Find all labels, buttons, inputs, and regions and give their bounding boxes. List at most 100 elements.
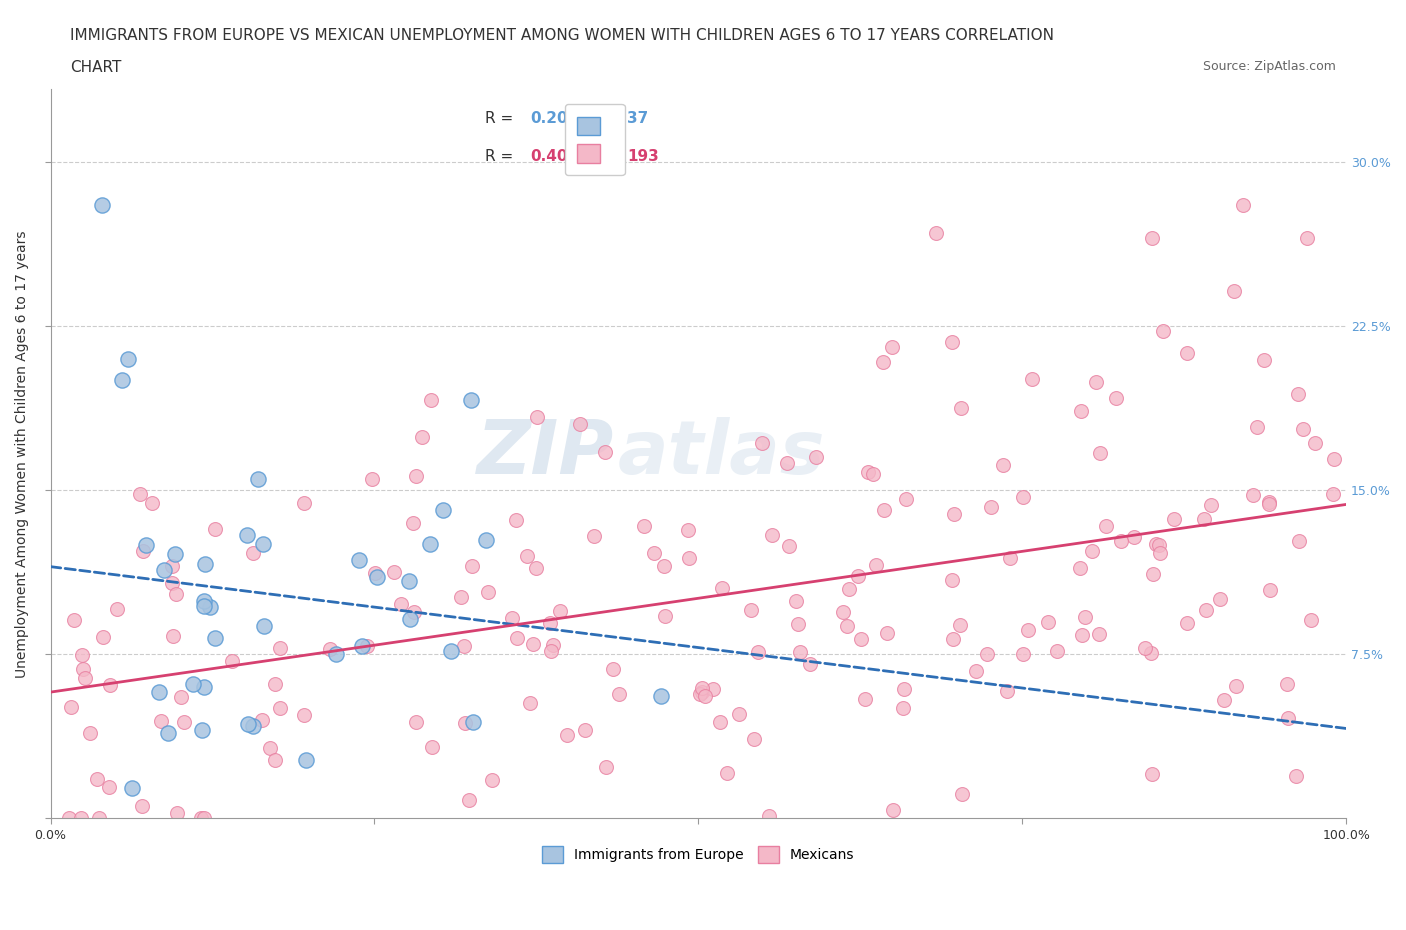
Point (728, 706, 751, 721)
Point (1260, 583, 1282, 598)
Point (855, 691, 877, 706)
Point (976, 647, 998, 662)
Point (543, 637, 565, 652)
Point (894, 492, 917, 507)
Point (453, 639, 475, 654)
Point (1140, 231, 1163, 246)
Point (1105, 391, 1128, 405)
Point (107, 602, 129, 617)
Text: 193: 193 (627, 149, 659, 164)
Point (1223, 284, 1246, 299)
Point (747, 644, 769, 659)
Point (893, 681, 915, 696)
Point (295, 753, 318, 768)
Text: 0.409: 0.409 (530, 149, 578, 164)
Point (193, 599, 215, 614)
Point (461, 558, 484, 573)
Point (522, 637, 544, 652)
Point (58, 811, 80, 826)
Point (1277, 711, 1299, 725)
Point (1045, 644, 1067, 658)
Point (1322, 486, 1344, 501)
Point (1017, 623, 1039, 638)
Point (141, 495, 163, 510)
Point (538, 616, 561, 631)
Point (398, 574, 420, 589)
Point (776, 456, 799, 471)
Point (751, 435, 773, 450)
Point (204, 631, 226, 645)
Point (91, 198, 114, 213)
Point (250, 712, 273, 727)
Point (1301, 613, 1323, 628)
Legend: Immigrants from Europe, Mexicans: Immigrants from Europe, Mexicans (536, 839, 862, 870)
Point (450, 590, 472, 604)
Point (162, 629, 184, 644)
Point (135, 538, 157, 552)
Point (1257, 497, 1279, 512)
Point (1241, 487, 1264, 502)
Point (1225, 679, 1247, 694)
Point (1122, 530, 1144, 545)
Point (832, 604, 855, 619)
Point (1080, 544, 1102, 559)
Point (404, 604, 426, 619)
Point (399, 612, 422, 627)
Point (1258, 494, 1281, 509)
Point (1177, 616, 1199, 631)
Point (1152, 324, 1174, 339)
Point (356, 639, 378, 654)
Text: atlas: atlas (619, 418, 825, 490)
Point (170, 689, 193, 704)
Point (569, 417, 592, 432)
Point (758, 809, 780, 824)
Point (325, 646, 347, 661)
Point (98, 779, 121, 794)
Point (574, 723, 596, 737)
Point (440, 644, 463, 658)
Point (882, 803, 904, 817)
Text: N =: N = (586, 111, 620, 126)
Point (740, 603, 762, 618)
Point (778, 538, 800, 553)
Point (411, 429, 433, 444)
Y-axis label: Unemployment Among Women with Children Ages 6 to 17 years: Unemployment Among Women with Children A… (15, 230, 30, 678)
Point (1288, 534, 1310, 549)
Point (595, 760, 617, 775)
Point (676, 522, 699, 537)
Point (1000, 551, 1022, 565)
Text: N =: N = (586, 149, 620, 164)
Point (711, 580, 734, 595)
Point (695, 688, 717, 703)
Point (995, 684, 1018, 698)
Text: ZIP: ZIP (477, 418, 614, 490)
Point (607, 686, 630, 701)
Point (716, 765, 738, 780)
Point (292, 496, 315, 511)
Point (851, 631, 873, 646)
Point (1285, 769, 1308, 784)
Point (1195, 603, 1218, 618)
Point (190, 811, 212, 826)
Point (1253, 352, 1275, 367)
Point (1275, 676, 1298, 691)
Point (858, 465, 880, 480)
Point (193, 593, 215, 608)
Point (799, 657, 821, 671)
Point (419, 537, 441, 551)
Point (269, 641, 291, 656)
Point (949, 618, 972, 632)
Point (454, 716, 477, 731)
Text: Source: ZipAtlas.com: Source: ZipAtlas.com (1202, 60, 1336, 73)
Point (200, 600, 222, 615)
Point (420, 739, 443, 754)
Point (364, 565, 387, 580)
Point (117, 352, 139, 366)
Point (1038, 615, 1060, 630)
Point (924, 225, 946, 240)
Point (91, 630, 114, 644)
Point (1012, 646, 1035, 661)
Point (1209, 591, 1232, 606)
Point (236, 716, 259, 731)
Point (235, 527, 257, 542)
